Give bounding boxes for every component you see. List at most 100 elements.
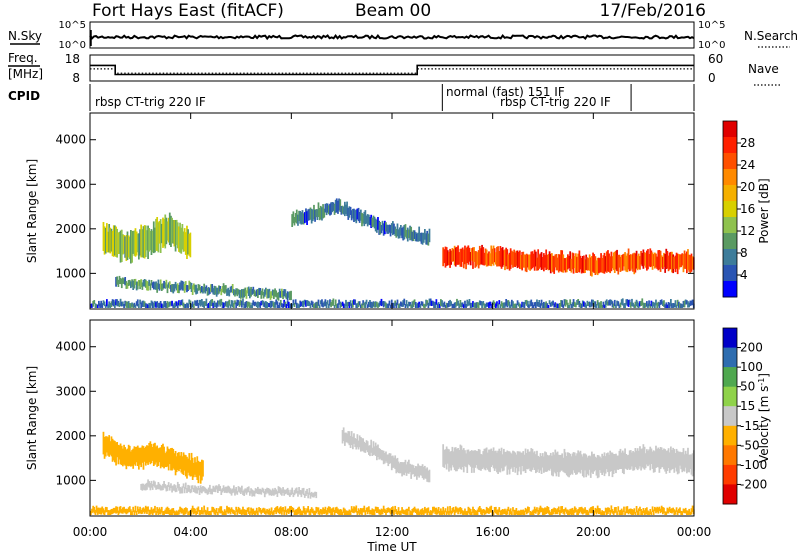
heatmap-cell (183, 284, 186, 293)
freq-panel-frame (89, 54, 695, 82)
heatmap-cell (294, 213, 297, 223)
heatmap-cell (621, 298, 624, 306)
heatmap-cell (99, 508, 101, 515)
heatmap-cell (174, 511, 177, 515)
heatmap-cell (173, 220, 176, 247)
heatmap-cell (562, 254, 565, 273)
heatmap-cell (686, 251, 688, 274)
heatmap-cell (488, 508, 490, 514)
heatmap-cell (106, 507, 108, 512)
heatmap-cell (627, 509, 630, 515)
heatmap-cell (624, 448, 626, 469)
heatmap-cell (358, 212, 361, 223)
heatmap-cell (374, 442, 377, 456)
heatmap-cell (650, 448, 653, 464)
colorbar-tick-label: 15 (740, 399, 755, 413)
heatmap-cell (690, 508, 693, 515)
heatmap-cell (625, 299, 628, 305)
ytick-label: 1000 (55, 266, 86, 280)
heatmap-cell (148, 279, 151, 286)
heatmap-cell (657, 301, 660, 307)
heatmap-cell (286, 508, 289, 513)
heatmap-cell (428, 298, 431, 306)
heatmap-cell (126, 231, 129, 260)
heatmap-cell (572, 509, 575, 515)
heatmap-cell (318, 510, 321, 515)
heatmap-cell (316, 209, 319, 220)
heatmap-cell (308, 301, 311, 306)
heatmap-cell (140, 302, 143, 308)
heatmap-cell (466, 299, 469, 307)
heatmap-cell (160, 445, 163, 467)
heatmap-cell (501, 454, 504, 472)
heatmap-cell (365, 507, 368, 512)
heatmap-cell (201, 299, 203, 306)
heatmap-cell (433, 301, 435, 308)
heatmap-cell (109, 303, 112, 308)
heatmap-cell (398, 463, 401, 474)
heatmap-cell (180, 300, 183, 305)
heatmap-cell (110, 509, 113, 515)
heatmap-cell (334, 507, 337, 513)
heatmap-cell (600, 301, 602, 308)
heatmap-cell (157, 509, 160, 515)
heatmap-cell (159, 509, 162, 515)
heatmap-cell (587, 302, 590, 306)
heatmap-cell (207, 487, 210, 494)
heatmap-cell (160, 223, 163, 244)
heatmap-cell (315, 209, 318, 218)
heatmap-cell (444, 449, 447, 465)
heatmap-cell (246, 487, 249, 493)
heatmap-cell (533, 249, 536, 271)
heatmap-cell (607, 452, 609, 473)
heatmap-cell (633, 452, 636, 471)
colorbar-tick-label: -50 (740, 438, 760, 452)
heatmap-cell (300, 212, 303, 225)
heatmap-cell (516, 451, 519, 476)
heatmap-cell (418, 301, 421, 308)
heatmap-cell (353, 299, 355, 305)
heatmap-cell (376, 301, 378, 307)
heatmap-cell (678, 301, 680, 308)
heatmap-cell (263, 302, 266, 308)
heatmap-cell (409, 463, 411, 472)
heatmap-cell (475, 302, 478, 308)
heatmap-cell (203, 505, 206, 513)
heatmap-cell (663, 507, 665, 513)
heatmap-cell (444, 246, 447, 268)
heatmap-cell (394, 226, 397, 236)
heatmap-cell (112, 440, 115, 461)
heatmap-cell (387, 225, 390, 234)
heatmap-cell (263, 491, 266, 498)
heatmap-cell (474, 510, 477, 515)
heatmap-cell (411, 231, 414, 242)
heatmap-cell (540, 507, 543, 513)
heatmap-cell (657, 250, 660, 271)
heatmap-cell (373, 216, 376, 229)
heatmap-cell (504, 451, 506, 467)
heatmap-cell (589, 257, 592, 276)
heatmap-cell (318, 207, 321, 221)
heatmap-cell (412, 230, 415, 241)
colorbar-swatch (723, 185, 737, 202)
nsearch-label: N.Search (744, 29, 798, 43)
heatmap-cell (307, 300, 310, 307)
heatmap-cell (422, 232, 425, 243)
heatmap-cell (573, 506, 576, 513)
heatmap-cell (322, 507, 324, 514)
heatmap-cell (578, 250, 581, 273)
heatmap-cell (174, 281, 177, 289)
heatmap-cell (326, 300, 329, 305)
heatmap-cell (246, 507, 249, 512)
heatmap-cell (642, 508, 645, 514)
heatmap-cell (430, 510, 433, 515)
heatmap-cell (286, 487, 289, 495)
heatmap-cell (147, 506, 149, 512)
heatmap-cell (484, 248, 487, 265)
heatmap-cell (617, 301, 620, 307)
heatmap-cell (325, 510, 328, 515)
heatmap-cell (150, 443, 153, 464)
colorbar-swatch (723, 445, 737, 466)
heatmap-cell (180, 507, 183, 514)
heatmap-cell (643, 303, 646, 308)
